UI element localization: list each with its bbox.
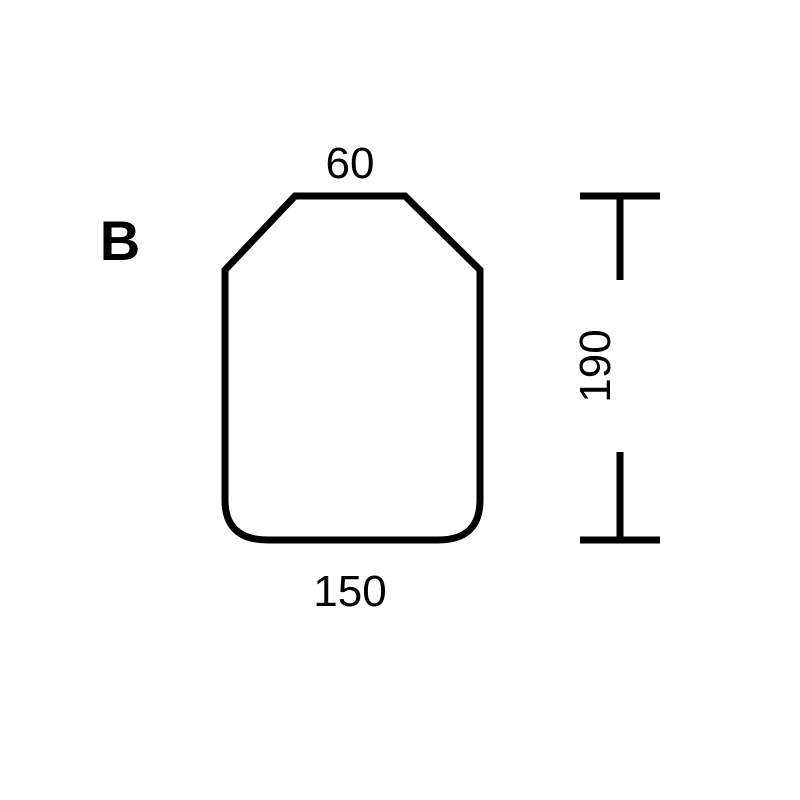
dimension-bottom: 150 [313,567,386,616]
dimension-top: 60 [326,139,375,188]
dimension-right: 190 [571,329,620,402]
variant-letter: B [100,209,140,272]
background [0,0,800,800]
dimension-diagram: B 60 150 190 [0,0,800,800]
